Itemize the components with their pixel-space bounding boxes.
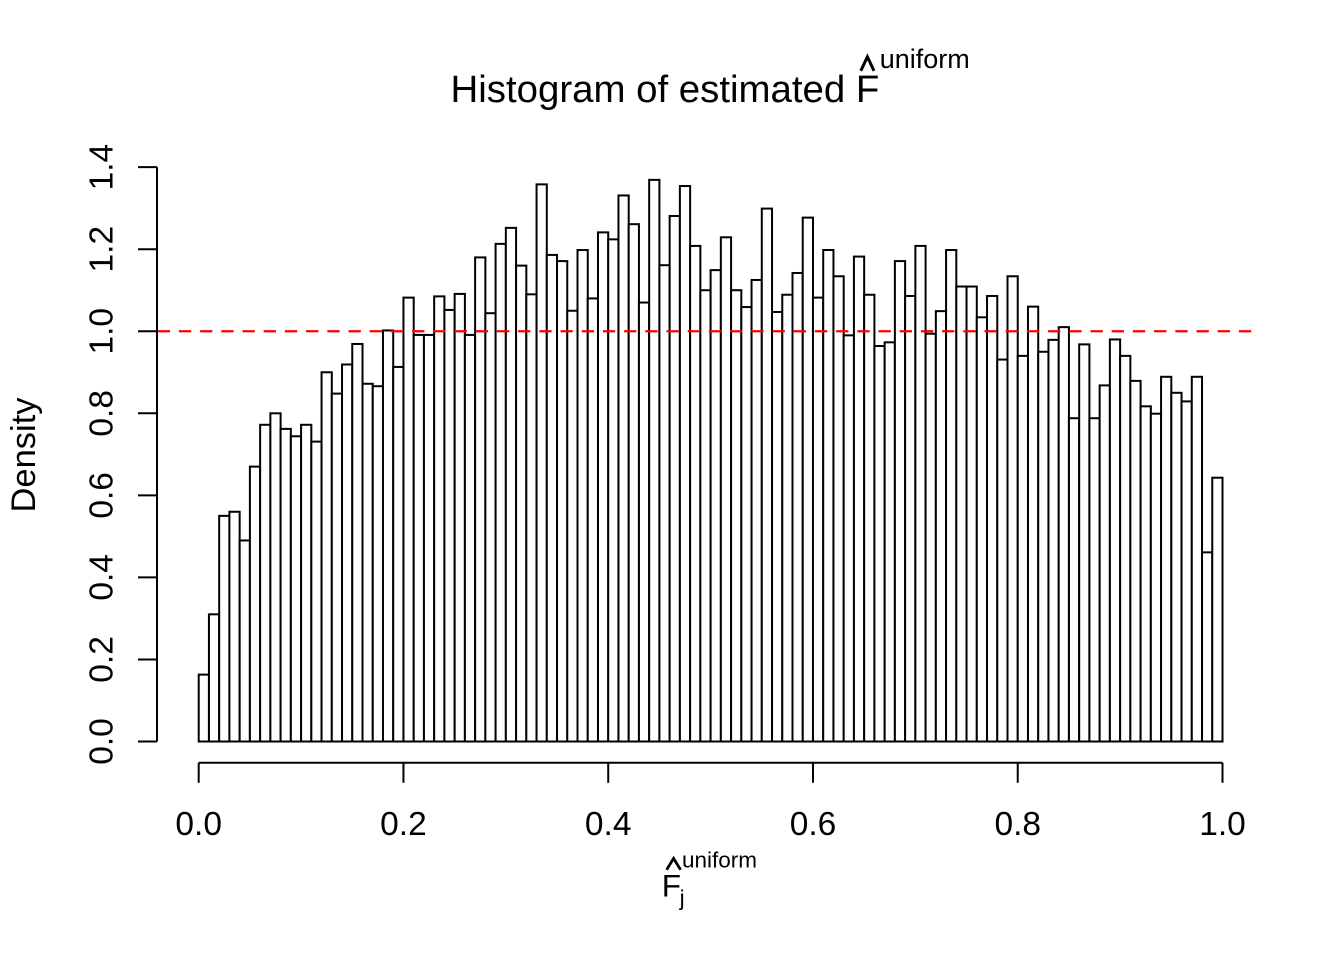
svg-text:1.0: 1.0 <box>1199 806 1246 843</box>
svg-text:Density: Density <box>5 397 43 513</box>
svg-text:0.4: 0.4 <box>83 554 120 601</box>
svg-text:uniform: uniform <box>682 847 757 872</box>
svg-text:j: j <box>679 885 685 910</box>
svg-text:uniform: uniform <box>880 44 970 74</box>
svg-text:0.2: 0.2 <box>380 806 427 843</box>
svg-text:0.2: 0.2 <box>83 636 120 683</box>
svg-text:0.4: 0.4 <box>585 806 632 843</box>
svg-text:Histogram of estimated F: Histogram of estimated F <box>451 68 880 111</box>
svg-text:0.6: 0.6 <box>790 806 837 843</box>
svg-text:1.2: 1.2 <box>83 226 120 273</box>
svg-text:0.0: 0.0 <box>175 806 222 843</box>
svg-text:0.8: 0.8 <box>83 390 120 437</box>
svg-text:1.0: 1.0 <box>83 308 120 355</box>
svg-text:1.4: 1.4 <box>83 144 120 191</box>
svg-text:0.6: 0.6 <box>83 472 120 519</box>
svg-text:F: F <box>662 867 681 903</box>
svg-text:0.8: 0.8 <box>994 806 1041 843</box>
svg-text:0.0: 0.0 <box>83 718 120 765</box>
